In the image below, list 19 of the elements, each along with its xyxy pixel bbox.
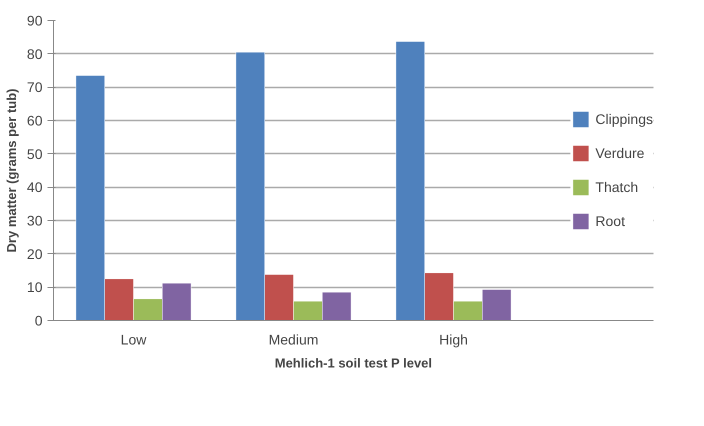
y-tick-label: 90: [26, 12, 43, 28]
legend-label: Clippings: [595, 111, 653, 127]
y-tick-label: 60: [26, 112, 43, 128]
x-tick-label: Medium: [268, 332, 318, 348]
y-axis-title: Dry matter (grams per tub): [4, 88, 19, 252]
legend-label: Verdure: [595, 145, 644, 161]
legend-label: Root: [595, 213, 625, 229]
y-tick-label: 30: [26, 212, 43, 228]
y-tick-label: 40: [26, 179, 43, 196]
y-tick-label: 70: [26, 79, 43, 96]
y-tick-label: 20: [26, 246, 43, 262]
y-tick-label: 10: [26, 279, 43, 296]
y-tick-label: 80: [26, 46, 43, 62]
x-axis-title: Mehlich-1 soil test P level: [274, 356, 432, 370]
x-tick-label: Low: [120, 332, 148, 348]
legend-label: Thatch: [595, 179, 638, 195]
x-tick-label: High: [439, 332, 468, 348]
y-tick-label: 0: [34, 312, 43, 328]
y-tick-label: 50: [26, 146, 43, 162]
